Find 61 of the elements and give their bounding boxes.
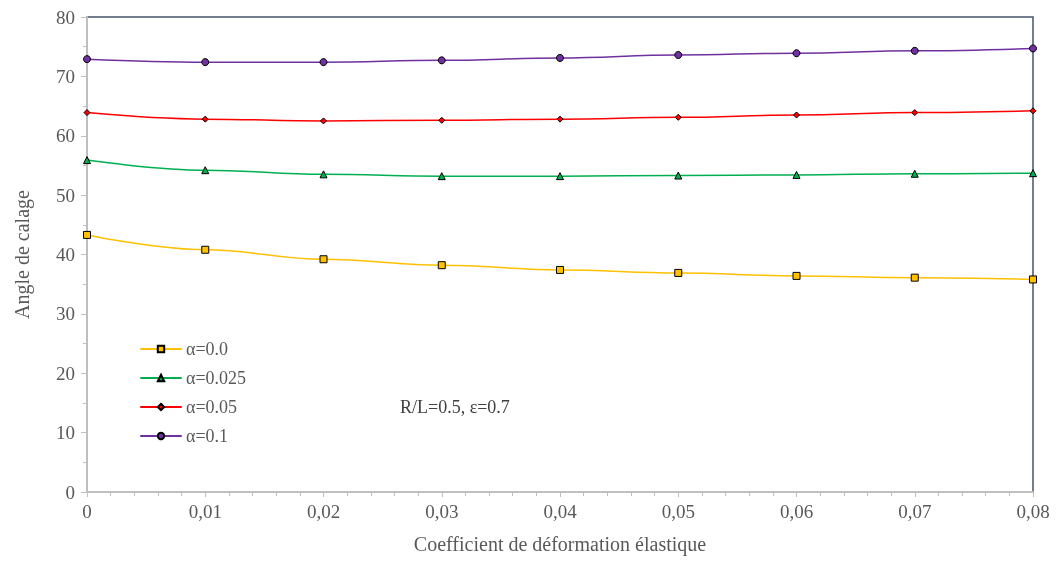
point: [437, 56, 446, 65]
x-tick-label: 0,08: [1016, 501, 1050, 522]
point: [792, 49, 801, 58]
y-tick-label: 10: [56, 422, 75, 444]
point: [319, 170, 328, 179]
y-tick-label: 50: [56, 184, 75, 206]
point: [793, 111, 800, 119]
point: [1029, 107, 1037, 115]
point: [437, 261, 446, 270]
point: [674, 113, 682, 121]
x-tick-label: 0,03: [425, 501, 459, 522]
x-tick-label: 0,01: [188, 501, 222, 522]
x-tick-label: 0,02: [306, 501, 341, 522]
legend-label: α=0.025: [186, 368, 247, 388]
point: [792, 170, 801, 179]
point: [674, 171, 683, 180]
point: [83, 230, 91, 239]
point: [319, 255, 328, 264]
point: [201, 166, 210, 175]
x-axis-title: Coefficient de déformation élastique: [413, 533, 707, 556]
point: [910, 169, 919, 178]
point: [201, 115, 209, 123]
point: [83, 109, 91, 117]
point: [556, 265, 564, 274]
point: [792, 271, 801, 280]
point: [438, 116, 446, 124]
x-tick-label: 0,04: [543, 501, 578, 522]
y-tick-label: 20: [56, 362, 75, 384]
annotation: R/L=0.5, ε=0.7: [400, 397, 510, 417]
x-tick-label: 0,05: [661, 501, 695, 522]
point: [437, 172, 446, 181]
point: [1029, 275, 1037, 284]
x-tick-label: 0: [82, 501, 92, 522]
point: [556, 115, 564, 123]
point: [910, 273, 919, 282]
y-tick-label: 0: [65, 481, 75, 503]
y-tick-label: 60: [56, 125, 75, 147]
point: [201, 245, 210, 254]
point: [201, 58, 210, 67]
legend-label: α=0.1: [186, 426, 229, 446]
point: [83, 156, 91, 165]
point: [319, 58, 328, 67]
point: [1029, 44, 1037, 53]
point: [83, 55, 91, 64]
y-tick-label: 80: [56, 6, 75, 28]
point: [556, 172, 564, 181]
x-tick-label: 0,07: [898, 501, 932, 522]
legend-label: α=0.05: [186, 397, 238, 417]
legend-label: α=0.0: [186, 339, 229, 359]
point: [674, 268, 683, 277]
point: [556, 53, 564, 62]
point: [911, 109, 919, 117]
y-tick-label: 40: [56, 244, 75, 265]
y-axis-title: Angle de calage: [11, 189, 34, 319]
y-tick-label: 70: [56, 65, 75, 87]
y-tick-label: 30: [56, 303, 75, 325]
point: [674, 51, 683, 59]
point: [1029, 169, 1037, 178]
x-tick-label: 0,06: [779, 501, 814, 522]
point: [910, 46, 919, 55]
point: [320, 117, 327, 125]
